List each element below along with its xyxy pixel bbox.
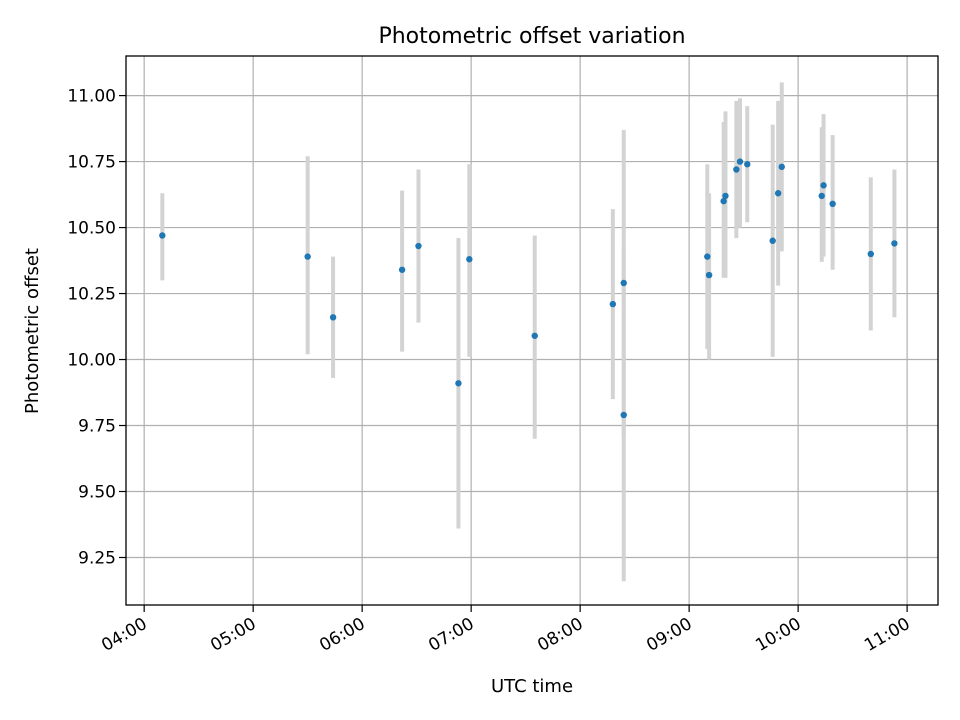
y-tick-label: 10.25 (67, 285, 116, 305)
data-point (531, 332, 538, 339)
data-point (620, 279, 627, 287)
y-axis-label: Photometric offset (22, 248, 43, 414)
y-tick-label: 9.25 (78, 548, 116, 568)
data-point (774, 190, 782, 197)
data-point (867, 250, 874, 258)
data-point (620, 411, 627, 419)
data-point (733, 166, 740, 173)
data-point (769, 237, 776, 244)
data-point (455, 380, 462, 387)
y-tick-label: 10.50 (67, 219, 116, 239)
data-point (329, 314, 337, 321)
data-point (820, 182, 827, 189)
data-point (609, 300, 617, 308)
data-point (159, 232, 166, 239)
data-point (829, 200, 836, 208)
data-points (159, 158, 898, 419)
data-point (778, 163, 785, 171)
data-point (818, 192, 825, 200)
x-axis-label: UTC time (491, 676, 573, 697)
data-point (705, 271, 713, 279)
y-tick-label: 10.00 (67, 351, 116, 371)
data-point (398, 266, 406, 273)
data-point (415, 242, 422, 250)
y-tick-label: 9.75 (78, 417, 116, 437)
data-point (744, 161, 751, 168)
y-tick-label: 10.75 (67, 153, 116, 173)
y-tick-label: 9.50 (78, 483, 116, 503)
data-point (736, 158, 744, 165)
data-point (720, 197, 727, 205)
data-point (304, 253, 311, 260)
data-point (704, 253, 711, 260)
data-point (466, 256, 473, 263)
data-point (722, 192, 729, 200)
grid (126, 56, 938, 605)
data-point (891, 240, 898, 247)
y-tick-label: 11.00 (67, 87, 116, 107)
plot-frame (125, 55, 939, 606)
chart-title: Photometric offset variation (378, 24, 685, 49)
y-axis: 9.25 9.50 9.75 10.00 10.25 10.50 10.75 11.00 (67, 87, 126, 568)
